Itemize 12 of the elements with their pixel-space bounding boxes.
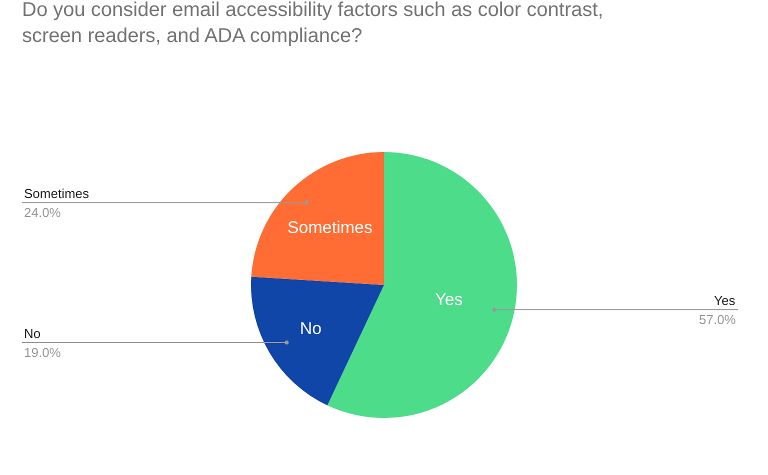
slice-label: No: [300, 318, 322, 338]
pie-slice: [251, 276, 384, 406]
chart-title: Do you consider email accessibility factors such as color contrast, screen readers, and ADA compliance?: [22, 0, 604, 47]
data-label: 57.0%: [699, 312, 736, 327]
slice-label: No: [24, 326, 41, 341]
pie-slice: [251, 152, 384, 285]
slice-label: Sometimes: [287, 218, 372, 237]
slice-label: Sometimes: [24, 186, 90, 201]
data-label: 24.0%: [24, 205, 62, 220]
data-label: 19.0%: [24, 345, 62, 360]
slice-label: Yes: [435, 290, 463, 310]
slice-label: Yes: [714, 293, 736, 308]
